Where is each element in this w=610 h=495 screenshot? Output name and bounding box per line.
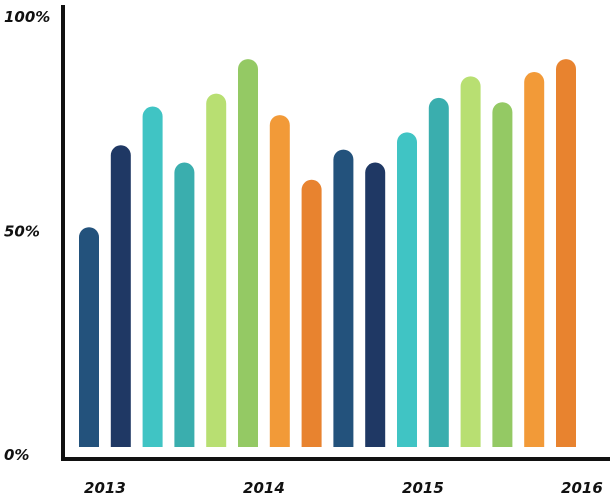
x-tick-label: 2016 [561, 479, 603, 495]
y-tick-label: 50% [4, 223, 40, 241]
x-tick-label: 2014 [243, 479, 285, 495]
y-tick-label: 100% [4, 8, 50, 26]
bar-1 [79, 227, 99, 447]
bar-7 [269, 115, 290, 447]
y-tick-label: 0% [4, 446, 29, 464]
bar-13 [460, 76, 481, 447]
bar-2 [110, 145, 131, 448]
bar-4 [174, 162, 195, 448]
bar-14 [492, 102, 513, 447]
x-tick-label: 2013 [84, 479, 126, 495]
bar-6 [238, 59, 258, 447]
bar-9 [333, 149, 354, 448]
bar-5 [206, 93, 227, 447]
bar-10 [365, 162, 386, 448]
bar-8 [301, 179, 322, 447]
x-tick-labels: 2013 2014 2015 2016 [84, 479, 603, 495]
x-tick-label: 2015 [402, 479, 444, 495]
bar-12 [428, 97, 449, 447]
bar-16 [556, 59, 576, 447]
bar-15 [524, 72, 545, 447]
bars-group [79, 59, 576, 448]
y-tick-labels: 0% 50% 100% [4, 8, 50, 464]
bar-11 [397, 132, 417, 447]
bar-3 [142, 106, 163, 447]
